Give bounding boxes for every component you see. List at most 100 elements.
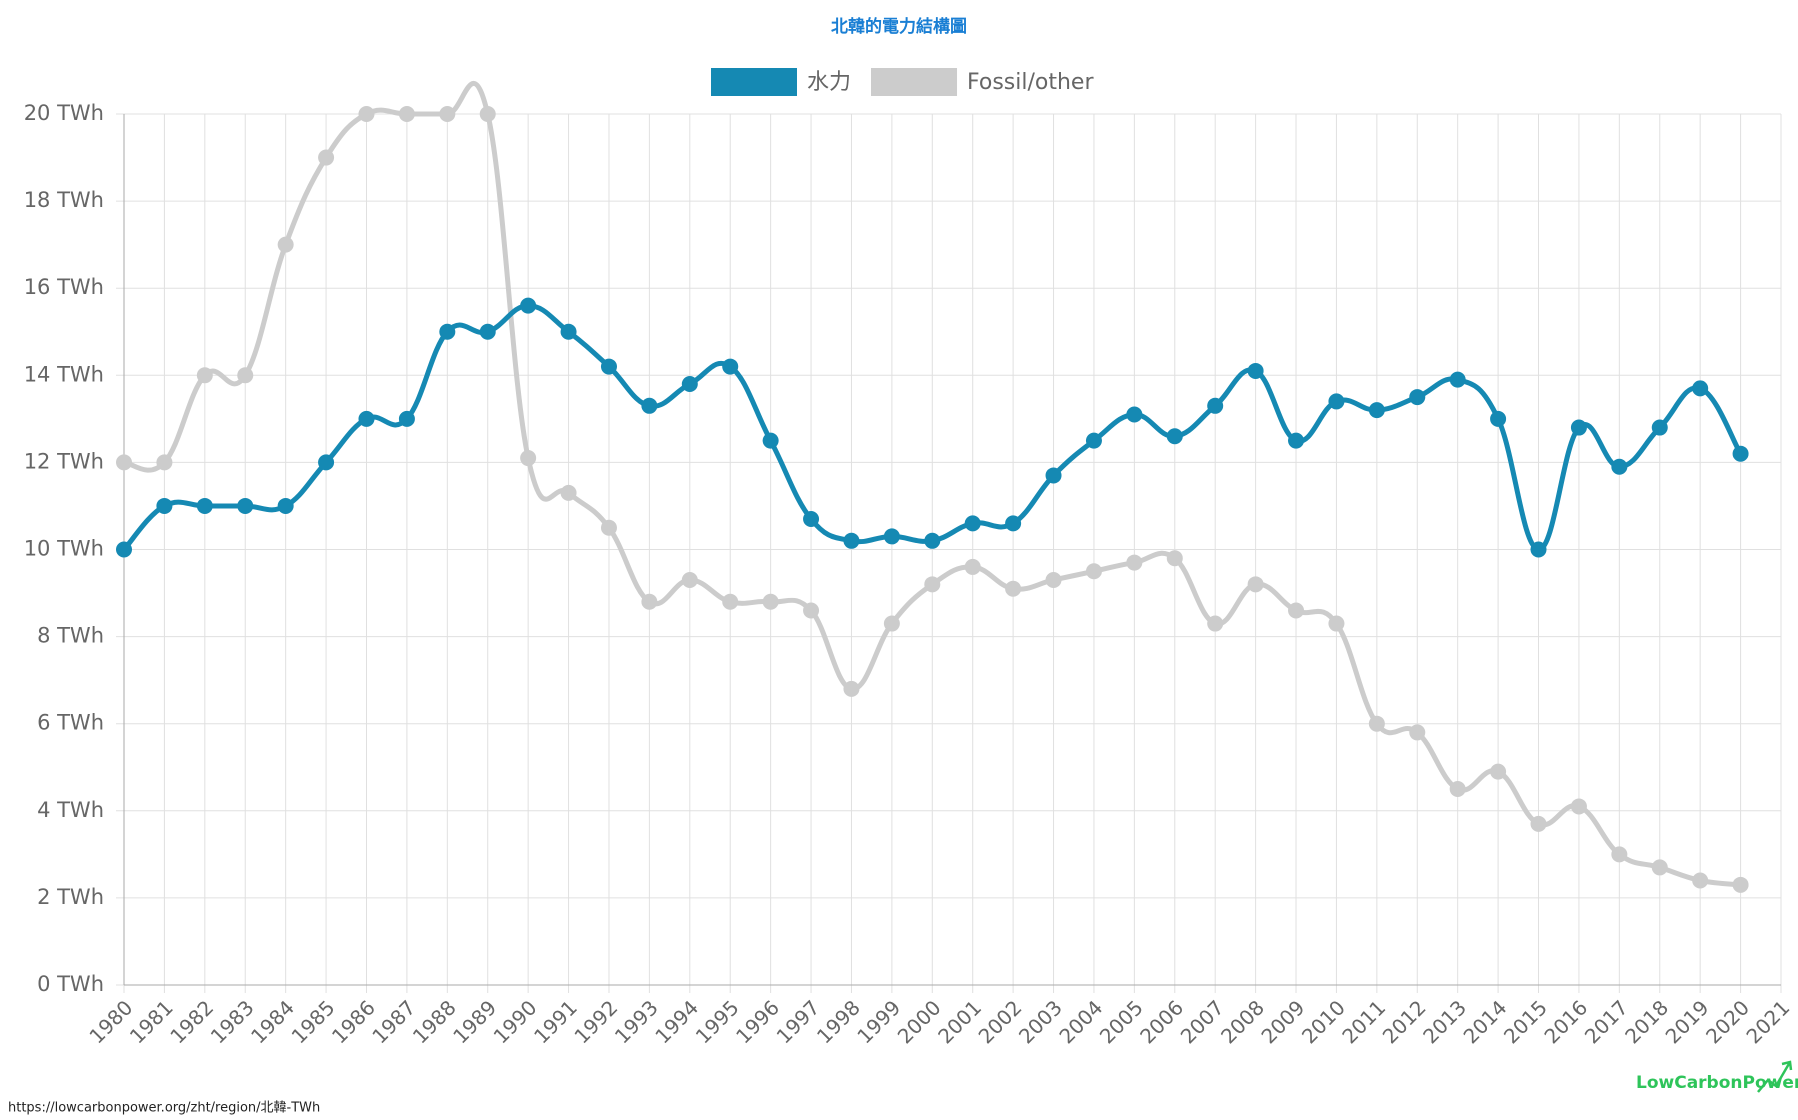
data-point xyxy=(277,236,294,253)
y-tick-label: 8 TWh xyxy=(37,624,104,648)
data-point xyxy=(762,432,779,449)
data-point xyxy=(1368,402,1385,419)
chart-title: 北韓的電力結構圖 xyxy=(831,16,967,37)
x-tick-label: 1988 xyxy=(408,995,461,1048)
data-point xyxy=(843,532,860,549)
data-point xyxy=(1126,554,1143,571)
data-point xyxy=(883,528,900,545)
data-point xyxy=(237,367,254,384)
data-point xyxy=(924,532,941,549)
data-point xyxy=(1530,815,1547,832)
x-tick-label: 1990 xyxy=(489,995,542,1048)
x-tick-label: 2019 xyxy=(1661,995,1714,1048)
x-tick-label: 1994 xyxy=(650,995,703,1048)
x-tick-label: 2010 xyxy=(1297,995,1350,1048)
data-point xyxy=(398,410,415,427)
data-point xyxy=(1692,872,1709,889)
data-point xyxy=(1570,419,1587,436)
data-point xyxy=(803,602,820,619)
x-tick-label: 2018 xyxy=(1620,995,1673,1048)
x-tick-label: 2016 xyxy=(1539,995,1592,1048)
legend-label: 水力 xyxy=(807,70,851,95)
data-point xyxy=(1570,798,1587,815)
data-point xyxy=(1247,362,1264,379)
data-point xyxy=(641,593,658,610)
data-point xyxy=(600,519,617,536)
x-tick-label: 1993 xyxy=(610,995,663,1048)
data-point xyxy=(1166,428,1183,445)
y-tick-label: 2 TWh xyxy=(37,885,104,909)
y-tick-label: 12 TWh xyxy=(24,449,104,473)
data-point xyxy=(1126,406,1143,423)
data-point xyxy=(1409,724,1426,741)
data-point xyxy=(1085,563,1102,580)
data-point xyxy=(1247,576,1264,593)
x-tick-label: 2011 xyxy=(1337,995,1390,1048)
x-tick-label: 1998 xyxy=(812,995,865,1048)
data-point xyxy=(156,497,173,514)
x-tick-label: 2008 xyxy=(1216,995,1269,1048)
data-point xyxy=(196,367,213,384)
data-point xyxy=(398,106,415,122)
data-point xyxy=(520,450,537,467)
y-tick-label: 6 TWh xyxy=(37,711,104,735)
data-point xyxy=(1288,602,1305,619)
data-point xyxy=(156,454,173,471)
data-point xyxy=(560,323,577,340)
data-point xyxy=(722,593,739,610)
data-point xyxy=(1651,859,1668,876)
x-tick-label: 2005 xyxy=(1095,995,1148,1048)
data-point xyxy=(1409,389,1426,406)
x-tick-label: 2015 xyxy=(1499,995,1552,1048)
data-point xyxy=(479,323,496,340)
x-tick-label: 2017 xyxy=(1580,995,1633,1048)
data-point xyxy=(1207,397,1224,414)
x-tick-label: 2009 xyxy=(1256,995,1309,1048)
data-point xyxy=(843,680,860,697)
x-tick-label: 2012 xyxy=(1378,995,1431,1048)
x-tick-label: 2013 xyxy=(1418,995,1471,1048)
x-tick-label: 1985 xyxy=(287,995,340,1048)
x-tick-label: 2006 xyxy=(1135,995,1188,1048)
data-point xyxy=(1732,876,1749,893)
x-tick-label: 1982 xyxy=(165,995,218,1048)
data-point xyxy=(1611,458,1628,475)
data-point xyxy=(1490,763,1507,780)
data-point xyxy=(237,497,254,514)
data-point xyxy=(277,497,294,514)
y-tick-label: 18 TWh xyxy=(24,188,104,212)
x-tick-label: 2001 xyxy=(933,995,986,1048)
data-point xyxy=(358,410,375,427)
data-point xyxy=(116,541,132,558)
data-point xyxy=(722,358,739,375)
y-tick-label: 10 TWh xyxy=(24,537,104,561)
source-url: https://lowcarbonpower.org/zht/region/北韓… xyxy=(8,1101,320,1116)
data-point xyxy=(1005,515,1022,532)
legend-swatch xyxy=(871,68,958,96)
data-point xyxy=(358,106,375,122)
data-point xyxy=(116,454,132,471)
data-point xyxy=(924,576,941,593)
data-point xyxy=(439,106,456,122)
x-tick-label: 2003 xyxy=(1014,995,1067,1048)
y-tick-label: 16 TWh xyxy=(24,275,104,299)
data-point xyxy=(1328,393,1345,410)
x-tick-label: 2014 xyxy=(1459,995,1512,1048)
x-tick-label: 2007 xyxy=(1176,995,1229,1048)
data-point xyxy=(641,397,658,414)
data-point xyxy=(1449,781,1466,798)
x-tick-label: 1987 xyxy=(367,995,420,1048)
data-point xyxy=(1207,615,1224,632)
x-tick-label: 1980 xyxy=(84,995,137,1048)
data-point xyxy=(1530,541,1547,558)
x-tick-label: 1984 xyxy=(246,995,299,1048)
data-point xyxy=(196,497,213,514)
data-point xyxy=(1045,571,1062,588)
y-tick-label: 4 TWh xyxy=(37,798,104,822)
data-point xyxy=(1368,715,1385,732)
x-tick-label: 1991 xyxy=(529,995,582,1048)
x-tick-label: 2004 xyxy=(1054,995,1107,1048)
data-point xyxy=(883,615,900,632)
x-tick-label: 2021 xyxy=(1741,995,1794,1048)
legend-swatch xyxy=(711,68,797,96)
